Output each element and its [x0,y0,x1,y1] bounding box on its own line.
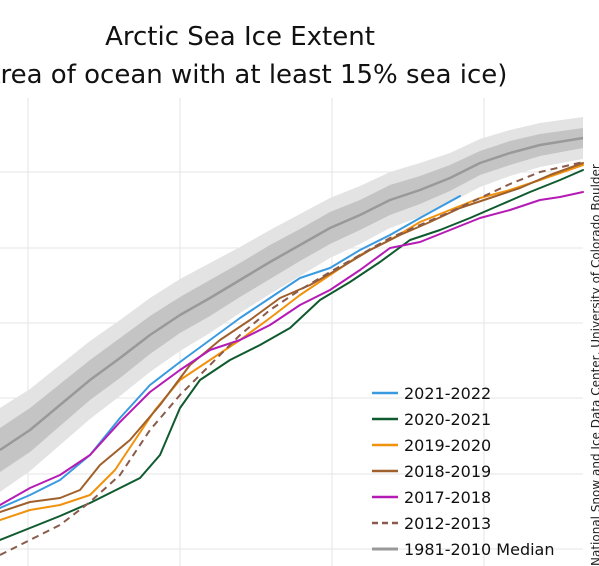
legend-label-2018-2019: 2018-2019 [404,462,491,481]
legend-label-2021-2022: 2021-2022 [404,384,491,403]
chart-subtitle: (Area of ocean with at least 15% sea ice… [0,60,507,90]
series-line-median [0,136,584,452]
series-line-2018-2019 [0,162,584,513]
median-bands [0,117,583,492]
legend-label-2012-2013: 2012-2013 [404,514,491,533]
series-line-2012-2013 [0,161,584,556]
chart-title: Arctic Sea Ice Extent [105,22,375,52]
legend-label-2017-2018: 2017-2018 [404,488,491,507]
series-line-2019-2020 [0,164,584,521]
legend: 2021-2022 2020-2021 2019-2020 2018-2019 2017… [372,384,555,559]
legend-label-2019-2020: 2019-2020 [404,436,491,455]
credit-text: National Snow and Ice Data Center, Unive… [589,164,599,566]
series-line-2020-2021 [0,169,584,541]
legend-label-2020-2021: 2020-2021 [404,410,491,429]
legend-label-1981-2010 Median: 1981-2010 Median [404,540,555,559]
series-line-2021-2022 [0,195,461,509]
series-line-2017-2018 [0,191,584,506]
series-lines [0,136,584,556]
